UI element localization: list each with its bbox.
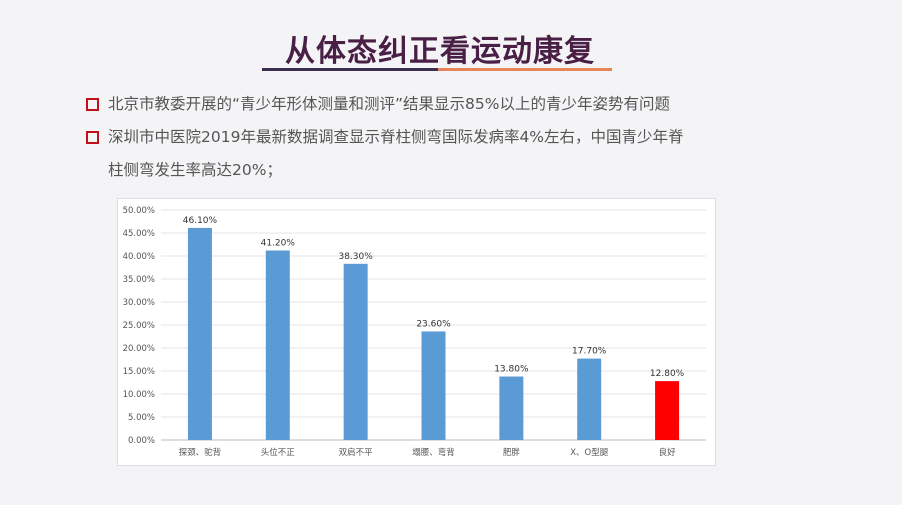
y-tick-label: 35.00%: [123, 275, 155, 285]
bullet-text: 北京市教委开展的“青少年形体测量和测评”结果显示85%以上的青少年姿势有问题: [108, 95, 671, 113]
x-tick-label: 双肩不平: [339, 447, 374, 458]
title-underline-dark: [262, 68, 438, 71]
square-bullet-icon: [86, 98, 99, 111]
bar: [265, 250, 290, 440]
x-tick-label: 头位不正: [261, 447, 296, 458]
data-label: 17.70%: [572, 347, 607, 357]
data-label: 13.80%: [494, 365, 529, 375]
y-tick-label: 25.00%: [123, 321, 155, 331]
x-tick-label: 探颈、驼背: [179, 447, 222, 458]
bar: [577, 358, 602, 440]
bar: [499, 376, 524, 440]
bar: [421, 331, 446, 440]
bar-chart: 0.00% 5.00% 10.00% 15.00% 20.00% 25.00% 30.00%…: [117, 198, 716, 466]
y-tick-label: 50.00%: [123, 206, 155, 216]
data-label: 23.60%: [416, 319, 451, 329]
data-label: 46.10%: [183, 216, 218, 226]
y-tick-label: 5.00%: [128, 413, 155, 423]
y-tick-label: 0.00%: [128, 436, 155, 446]
x-tick-label: 肥胖: [503, 447, 521, 458]
data-label: 12.80%: [650, 369, 685, 379]
bullet-text: 柱侧弯发生率高达20%；: [108, 161, 282, 179]
x-tick-label: X、O型腿: [570, 448, 609, 458]
y-tick-label: 10.00%: [123, 390, 155, 400]
y-tick-label: 20.00%: [123, 344, 155, 354]
data-label: 38.30%: [338, 252, 373, 262]
bar: [343, 263, 368, 440]
bullet-text: 深圳市中医院2019年最新数据调查显示脊柱侧弯国际发病率4%左右，中国青少年脊: [108, 128, 684, 146]
bar: [187, 227, 212, 440]
page-title: 从体态纠正看运动康复: [285, 34, 595, 69]
data-label: 41.20%: [261, 238, 296, 248]
y-tick-label: 45.00%: [123, 229, 155, 239]
x-tick-label: 塌腰、弯背: [412, 447, 455, 458]
chart-svg: 0.00% 5.00% 10.00% 15.00% 20.00% 25.00% 30.00%…: [123, 206, 706, 458]
square-bullet-icon: [86, 131, 99, 144]
x-tick-label: 良好: [659, 447, 677, 458]
y-tick-label: 40.00%: [123, 252, 155, 262]
y-tick-label: 15.00%: [123, 367, 155, 377]
title-underline-orange: [438, 68, 612, 71]
y-tick-label: 30.00%: [123, 298, 155, 308]
bar: [655, 381, 680, 440]
